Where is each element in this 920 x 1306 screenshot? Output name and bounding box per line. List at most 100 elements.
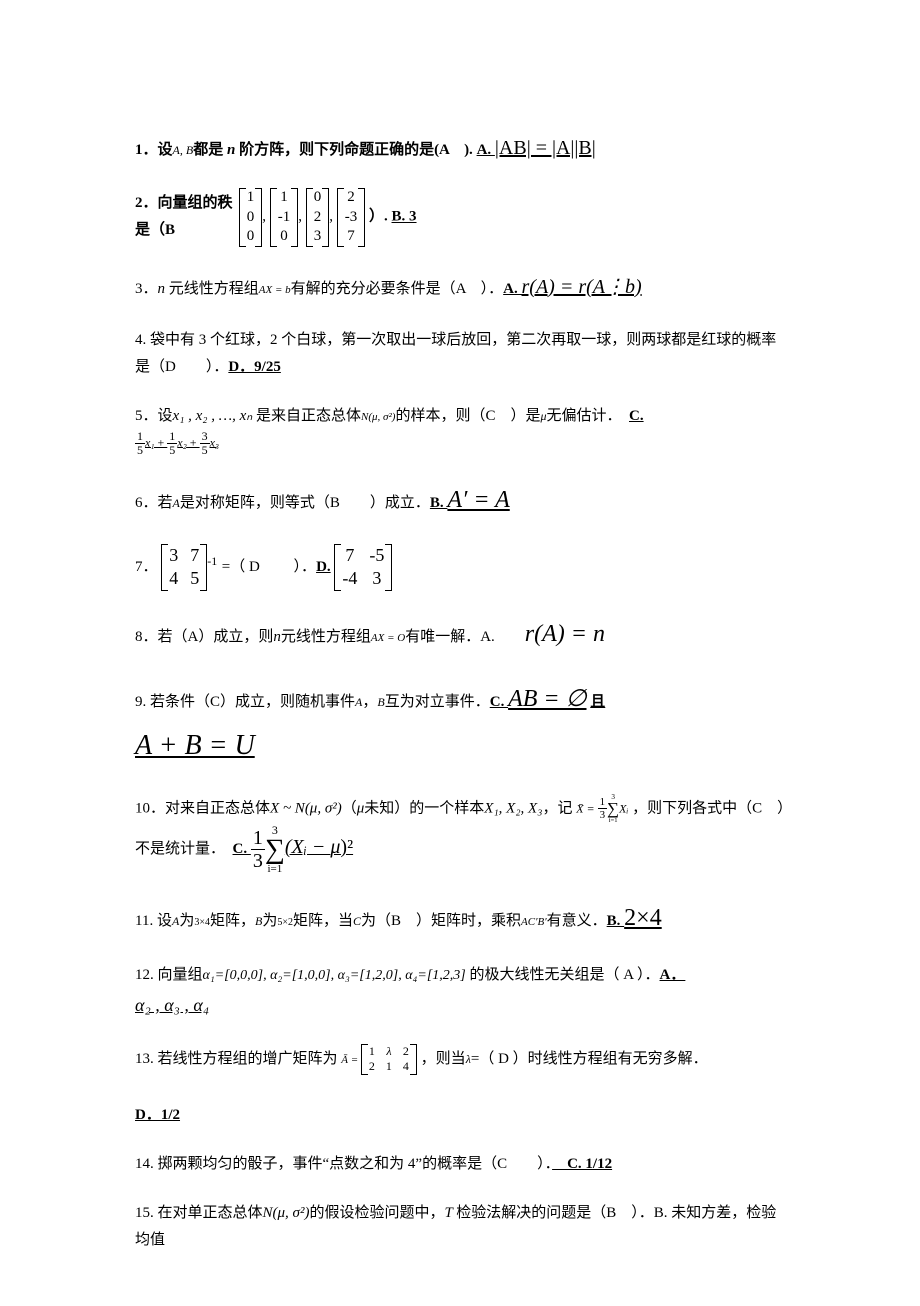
q6-a: A [173,496,180,510]
question-2: 2．向量组的秩是（B 100, 1-10, 023, 2-37 ）. B. 3 [135,188,785,247]
q1-text3: 阶方阵，则下列命题正确的是(A ). [239,142,477,158]
q14-number: 14. [135,1156,158,1172]
q2-v1: 100 [239,188,263,247]
q2-text2: ）. [369,209,392,225]
q3-sub: AX = b [259,284,291,296]
q9-text2: 互为对立事件． [385,694,490,710]
q3-ans: A. [503,281,521,297]
q7-number: 7． [135,559,158,575]
q13-text3: =（ D ）时线性方程组有无穷多解． [471,1051,708,1067]
q5-text1: 设 [158,408,173,424]
q9-ans: C. [490,694,508,710]
q11-c: C [353,914,361,928]
q13-text1: 若线性方程组的增广矩阵为 [158,1051,338,1067]
question-5: 5．设x₁ , x₂ , …, xₙ 是来自正态总体N(μ, σ²)的样本，则（… [135,403,785,457]
q2-number: 2． [135,195,158,211]
q11-text3: 矩阵， [210,913,255,929]
q10-text1: 对来自正态总体 [165,800,270,816]
q6-text1: 若 [158,495,173,511]
q11-number: 11. [135,913,157,929]
q10-xbar: X̄ = [576,801,597,815]
q1-ans-label: A. [477,142,495,158]
q11-text5: 矩阵，当 [293,913,353,929]
q15-t: T [444,1205,456,1221]
question-10: 10．对来自正态总体X ~ N(μ, σ²)（μ未知）的一个样本X₁, X₂, … [135,794,785,876]
q1-text1: 设 [158,142,173,158]
q8-formula: r(A) = n [525,621,605,647]
q8-text2: 元线性方程组 [281,629,371,645]
q11-text7: 有意义． [547,913,607,929]
q1-n: n [227,142,239,158]
q5-vars: x₁ , x₂ , …, xₙ [173,408,253,424]
q12-vecs: α₁=[0,0,0], α₂=[1,0,0], α₃=[1,2,0], α₄=[… [203,968,466,983]
q15-text2: 的假设检验问题中， [309,1205,444,1221]
q11-text1: 设 [157,913,172,929]
q8-text3: 有唯一解．A. [405,629,525,645]
q1-text2: 都是 [193,142,227,158]
q11-d1: 3×4 [194,917,210,928]
q2-ans: B. 3 [392,209,417,225]
q10-text2: （ [342,800,357,816]
q5-ans: C. [629,408,644,424]
question-1: 1．设A, B都是 n 阶方阵，则下列命题正确的是(A ). A. |AB| =… [135,130,785,166]
q11-d2: 5×2 [277,917,293,928]
q5-dist: N(μ, σ²) [361,411,395,423]
q9-b: B [377,695,384,709]
q7-ans: D. [316,559,331,575]
q5-number: 5． [135,408,158,424]
question-11: 11. 设A为3×4矩阵，B为5×2矩阵，当C为（B ）矩阵时，乘积AC′B′有… [135,897,785,940]
q14-text: 掷两颗均匀的骰子，事件“点数之和为 4”的概率是（C ）． [158,1156,553,1172]
q2-v2: 1-10 [270,188,299,247]
q8-n: n [273,629,281,645]
question-13: 13. 若线性方程组的增广矩阵为 Ā = 12 λ1 24 ，则当λ=（ D ）… [135,1044,785,1129]
q3-n: n [158,281,169,297]
q13-number: 13. [135,1051,158,1067]
q12-text1: 向量组 [158,967,203,983]
question-4: 4. 袋中有 3 个红球，2 个白球，第一次取出一球后放回，第二次再取一球，则两… [135,327,785,381]
q5-formula: 15x₁ + 15x₂ + 35x₃ [135,430,219,457]
q2-v3: 023 [306,188,330,247]
q13-ans: D．1/2 [135,1107,180,1123]
question-14: 14. 掷两颗均匀的骰子，事件“点数之和为 4”的概率是（C ）． C. 1/1… [135,1151,785,1178]
q1-number: 1． [135,142,158,158]
q12-text2: 的极大线性无关组是（ A ）． [466,967,660,983]
q15-number: 15. [135,1205,158,1221]
q7-m1: 3475-1 [161,556,222,576]
q10-dist: X ~ N(μ, σ²) [270,800,342,816]
q10-ans: C. [233,841,251,857]
q13-matrix: 12 λ1 24 [361,1044,417,1075]
question-8: 8．若（A）成立，则n元线性方程组AX = O有唯一解．A. r(A) = n [135,613,785,656]
question-15: 15. 在对单正态总体N(μ, σ²)的假设检验问题中，T 检验法解决的问题是（… [135,1200,785,1254]
q7-m2: 7-4-53 [334,544,392,591]
q2-v4: 2-37 [337,188,366,247]
question-3: 3．n 元线性方程组AX = b有解的充分必要条件是（A ）．A. r(A) =… [135,269,785,305]
q11-formula: 2×4 [624,905,662,931]
q5-text2: 是来自正态总体 [252,408,361,424]
q10-ans-formula: 133∑i=1(Xᵢ − μ)² [251,824,353,875]
question-7: 7． 3475-1 =（ D ）．D. 7-4-53 [135,544,785,591]
q13-text2: ，则当 [421,1051,466,1067]
q9-text1: 若条件（C）成立，则随机事件 [150,694,355,710]
q8-number: 8． [135,629,158,645]
q3-formula-l: r(A) = r(A [522,276,605,298]
q4-ans: D．9/25 [228,359,281,375]
q3-text1: 元线性方程组 [169,281,259,297]
q14-ans: C. 1/12 [552,1156,612,1172]
q12-number: 12. [135,967,158,983]
q15-text1: 在对单正态总体 [158,1205,263,1221]
q5-text4: 无偏估计． [546,408,629,424]
q3-number: 3． [135,281,158,297]
question-12: 12. 向量组α₁=[0,0,0], α₂=[1,0,0], α₃=[1,2,0… [135,962,785,1021]
q9-f2: A + B = U [135,730,255,761]
q9-comma: ， [362,694,377,710]
q1-formula: |AB| = |A||B| [495,137,596,159]
q3-formula-r: b) [625,276,642,298]
q12-result: α₂ , α₃ , α₄ [135,995,209,1015]
q10-text3: 未知）的一个样本 [364,800,484,816]
question-9: 9. 若条件（C）成立，则随机事件A，B互为对立事件．C. AB = ∅ 且 A… [135,678,785,772]
q6-formula: A′ = A [447,487,509,513]
q8-sub: AX = O [371,632,405,644]
q3-text2: 有解的充分必要条件是（A ）． [291,281,504,297]
q10-number: 10． [135,800,165,816]
q12-ans: A． [660,967,686,983]
